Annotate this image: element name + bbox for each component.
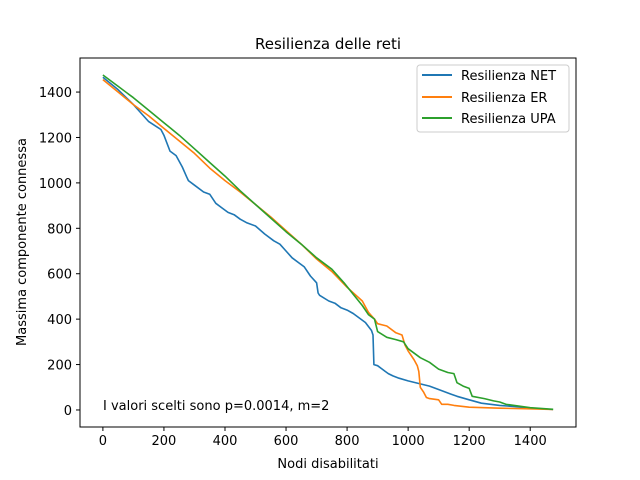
x-tick-label: 0 bbox=[99, 434, 107, 449]
legend: Resilienza NET Resilienza ER Resilienza … bbox=[416, 64, 570, 133]
x-tick-label: 400 bbox=[213, 434, 238, 449]
x-tick-label: 1400 bbox=[514, 434, 547, 449]
chart-title: Resilienza delle reti bbox=[255, 35, 401, 53]
y-tick-label: 1400 bbox=[39, 86, 72, 101]
legend-label-er: Resilienza ER bbox=[461, 91, 547, 106]
x-tick-label: 1000 bbox=[392, 434, 425, 449]
x-tick-label: 1200 bbox=[453, 434, 486, 449]
legend-label-upa: Resilienza UPA bbox=[461, 112, 556, 127]
y-axis: 0 200 400 600 800 1000 1200 1400 bbox=[39, 86, 80, 419]
series-line-er bbox=[102, 78, 554, 411]
x-tick-label: 800 bbox=[335, 434, 360, 449]
x-tick-label: 200 bbox=[152, 434, 177, 449]
y-tick-label: 200 bbox=[47, 359, 72, 374]
y-tick-label: 400 bbox=[47, 313, 72, 328]
series-line-upa bbox=[102, 74, 554, 411]
y-tick-label: 1000 bbox=[39, 177, 72, 192]
plot-area-frame bbox=[79, 57, 577, 428]
x-tick-label: 600 bbox=[274, 434, 299, 449]
y-tick-label: 0 bbox=[64, 404, 72, 419]
y-tick-label: 600 bbox=[47, 268, 72, 283]
y-tick-label: 800 bbox=[47, 222, 72, 237]
annotation-text: I valori scelti sono p=0.0014, m=2 bbox=[103, 399, 329, 414]
x-axis-label: Nodi disabilitati bbox=[277, 457, 378, 472]
legend-frame bbox=[416, 64, 570, 133]
x-axis: 0 200 400 600 800 1000 1200 1400 bbox=[99, 427, 547, 449]
series-layer bbox=[102, 74, 554, 411]
y-axis-label: Massima componente connessa bbox=[15, 138, 30, 346]
y-tick-label: 1200 bbox=[39, 131, 72, 146]
legend-label-net: Resilienza NET bbox=[461, 69, 556, 84]
